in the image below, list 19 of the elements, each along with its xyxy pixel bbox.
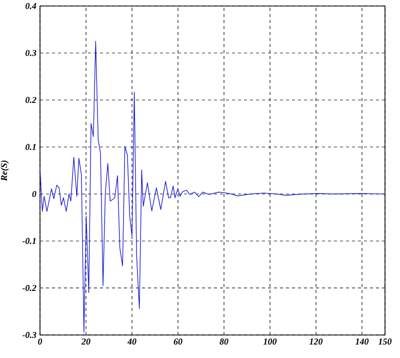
y-tick-label: -0.3 (22, 332, 36, 338)
x-tick-label: 0 (38, 338, 42, 345)
y-tick-label: 0.3 (26, 50, 36, 56)
y-tick-label: 0 (32, 190, 36, 198)
x-tick-label: 20 (81, 338, 90, 345)
x-tick-label: 80 (220, 338, 228, 345)
y-tick-label: 0.1 (26, 144, 36, 150)
x-tick-label: 120 (309, 338, 323, 345)
y-axis-title: Re(S) (0, 160, 9, 182)
x-tick-label: 150 (378, 338, 392, 345)
x-tick-label: 100 (263, 338, 277, 345)
y-tick-label: 0.2 (26, 96, 36, 104)
y-tick-label: -0.2 (22, 284, 36, 292)
x-tick-label: 60 (174, 338, 182, 345)
y-tick-label: 0.4 (26, 2, 36, 10)
x-tick-label: 140 (355, 338, 369, 345)
line-series (40, 40, 385, 333)
x-tick-label: 40 (127, 338, 136, 345)
y-tick-label: -0.1 (22, 238, 36, 244)
